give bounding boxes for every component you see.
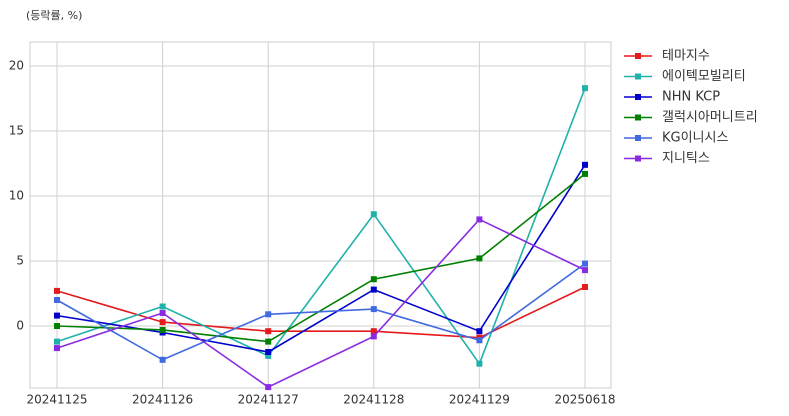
legend-marker	[635, 73, 641, 80]
legend-marker	[635, 135, 641, 141]
series-line	[56, 173, 586, 343]
legend-marker	[635, 155, 641, 162]
data-point	[582, 284, 588, 291]
data-point	[582, 267, 588, 274]
data-point	[265, 338, 272, 345]
data-point	[265, 311, 272, 318]
data-point	[476, 216, 483, 223]
data-point	[370, 328, 377, 335]
data-point	[265, 328, 272, 335]
data-point	[582, 170, 588, 177]
y-tick-label: 5	[16, 254, 24, 268]
data-point	[159, 326, 166, 333]
data-point	[159, 356, 166, 363]
series-line	[56, 286, 586, 339]
legend-marker	[635, 114, 641, 121]
data-point	[582, 85, 588, 92]
data-point	[159, 303, 166, 310]
x-tick-label: 20241129	[449, 393, 510, 407]
legend-label: 갤럭시아머니트리	[662, 110, 758, 125]
y-tick-label: 15	[9, 124, 24, 138]
x-tick-label: 20250618	[554, 393, 615, 407]
data-point	[54, 323, 60, 330]
x-tick-label: 20241125	[26, 393, 87, 407]
y-tick-label: 0	[16, 319, 24, 333]
data-point	[476, 255, 483, 262]
data-point	[582, 161, 588, 168]
data-point	[54, 345, 60, 352]
data-point	[265, 384, 272, 391]
data-point	[54, 297, 60, 304]
y-tick-label: 20	[9, 59, 24, 73]
data-point	[265, 352, 272, 359]
plot-frame	[29, 41, 612, 389]
y-tick-label: 10	[9, 189, 24, 203]
data-point	[370, 306, 377, 313]
x-tick-label: 20241127	[238, 393, 299, 407]
series-line	[56, 164, 586, 353]
data-point	[370, 211, 377, 218]
legend-label: 테마지수	[662, 49, 710, 64]
series-line	[56, 87, 586, 366]
data-point	[582, 260, 588, 267]
legend-label: 지니틱스	[662, 151, 710, 166]
data-point	[265, 348, 272, 355]
legend-marker	[635, 53, 641, 59]
legend-label: NHN KCP	[662, 90, 720, 105]
data-point	[370, 286, 377, 293]
data-point	[159, 310, 166, 317]
legend-label: KG이니시스	[662, 131, 728, 146]
data-point	[54, 338, 60, 345]
x-tick-label: 20241128	[343, 393, 404, 407]
legend-label: 에이텍모빌리티	[662, 69, 746, 84]
series-line	[56, 218, 586, 389]
series-line	[56, 262, 586, 361]
data-point	[54, 287, 60, 294]
data-point	[159, 319, 166, 326]
data-point	[476, 328, 483, 335]
y-axis-label: (등락률, %)	[26, 9, 82, 22]
legend-marker	[635, 94, 641, 100]
data-point	[370, 276, 377, 283]
data-point	[54, 312, 60, 319]
data-point	[476, 337, 483, 344]
data-point	[370, 333, 377, 340]
data-point	[476, 360, 483, 367]
x-tick-label: 20241126	[132, 393, 193, 407]
